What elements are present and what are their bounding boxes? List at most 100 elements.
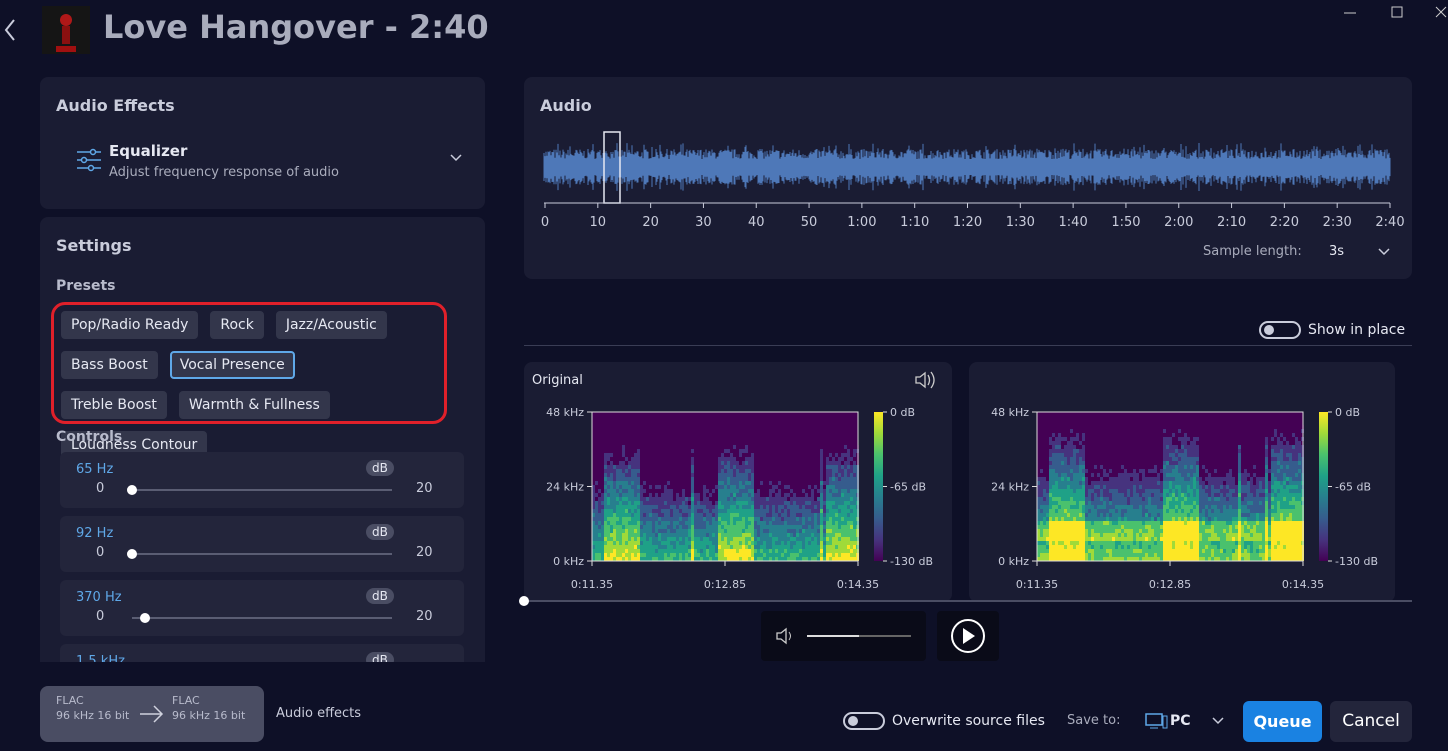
spectrogram-cell	[631, 549, 634, 553]
spectrogram-cell	[1187, 449, 1190, 453]
spectrogram-cell	[1181, 445, 1184, 449]
spectrogram-cell	[730, 549, 733, 553]
spectrogram-cell	[1211, 513, 1214, 517]
spectrogram-cell	[697, 517, 700, 521]
spectrogram-cell	[607, 477, 610, 481]
spectrogram-cell	[1064, 497, 1067, 501]
spectrogram-cell	[1193, 489, 1196, 493]
spectrogram-cell	[1085, 465, 1088, 469]
spectrogram-cell	[1037, 489, 1040, 493]
spectrogram-cell	[604, 461, 607, 465]
spectrogram-cell	[739, 477, 742, 481]
spectrogram-cell	[1130, 553, 1133, 557]
spectrogram-cell	[637, 493, 640, 497]
spectrogram-cell	[631, 541, 634, 545]
controls-label: Controls	[56, 429, 123, 445]
slider-min: 0	[96, 481, 105, 496]
spectrogram-cell	[1127, 513, 1130, 517]
spectrogram-cell	[835, 493, 838, 497]
playback-scrubber[interactable]	[516, 593, 1416, 609]
spectrogram-cell	[1097, 521, 1100, 525]
spectrogram-cell	[1196, 493, 1199, 497]
preset-chip[interactable]: Jazz/Acoustic	[275, 311, 387, 339]
slider[interactable]	[120, 610, 400, 626]
spectrogram-cell	[1229, 545, 1232, 549]
spectrogram-cell	[604, 545, 607, 549]
spectrogram-cell	[1181, 545, 1184, 549]
spectrogram-cell	[1118, 549, 1121, 553]
spectrogram-cell	[1049, 469, 1052, 473]
spectrogram-cell	[778, 541, 781, 545]
spectrogram-cell	[1040, 497, 1043, 501]
spectrogram-cell	[1076, 521, 1079, 525]
preset-chip[interactable]: Warmth & Fullness	[178, 391, 330, 419]
spectrogram-cell	[634, 541, 637, 545]
spectrogram-cell	[1160, 513, 1163, 517]
spectrogram-cell	[1193, 537, 1196, 541]
dropdown-chevron[interactable]	[449, 153, 463, 163]
spectrogram-cell	[1214, 525, 1217, 529]
spectrogram-cell	[1052, 445, 1055, 449]
spectrogram-cell	[1037, 525, 1040, 529]
save-to-value[interactable]: PC	[1170, 713, 1191, 729]
spectrogram-cell	[625, 521, 628, 525]
queue-button[interactable]: Queue	[1243, 701, 1322, 742]
preset-chip[interactable]: Bass Boost	[61, 351, 158, 379]
overwrite-toggle[interactable]	[843, 712, 885, 730]
preset-chip[interactable]: Treble Boost	[61, 391, 167, 419]
spectrogram-cell	[760, 517, 763, 521]
dropdown-chevron[interactable]	[1377, 247, 1391, 257]
spectrogram-cell	[640, 549, 643, 553]
sample-length-value[interactable]: 3s	[1329, 244, 1345, 259]
play-button[interactable]	[937, 611, 999, 661]
spectrogram-cell	[610, 457, 613, 461]
spectrogram-cell	[841, 457, 844, 461]
spectrogram-cell	[1259, 525, 1262, 529]
spectrogram-cell	[745, 541, 748, 545]
spectrogram-cell	[1229, 557, 1232, 561]
spectrogram-cell	[715, 505, 718, 509]
spectrogram-cell	[1064, 481, 1067, 485]
spectrogram-cell	[1226, 493, 1229, 497]
spectrogram-cell	[1175, 461, 1178, 465]
waveform[interactable]: 0 10 20 30 40 50 1:00 1:10 1:20 1:30 1:40 1:50 2:00 2…	[524, 127, 1412, 237]
spectrogram-cell	[697, 525, 700, 529]
spectrogram-cell	[1187, 557, 1190, 561]
spectrogram-cell	[646, 509, 649, 513]
slider[interactable]	[120, 546, 400, 562]
spectrogram-cell	[1142, 537, 1145, 541]
spectrogram-cell	[1190, 557, 1193, 561]
spectrogram-cell	[778, 501, 781, 505]
spectrogram-cell	[607, 517, 610, 521]
preset-chip[interactable]: Rock	[210, 311, 264, 339]
spectrogram-cell	[1178, 449, 1181, 453]
spectrogram-cell	[1160, 517, 1163, 521]
spectrogram-cell	[1181, 529, 1184, 533]
spectrogram-cell	[766, 477, 769, 481]
spectrogram-cell	[637, 517, 640, 521]
spectrogram-cell	[1283, 453, 1286, 457]
preset-chip[interactable]: Vocal Presence	[169, 351, 295, 379]
spectrogram-cell	[796, 501, 799, 505]
spectrogram-cell	[592, 517, 595, 521]
window-controls[interactable]	[1340, 0, 1448, 26]
spectrogram-cell	[1289, 445, 1292, 449]
spectrogram-cell	[1118, 505, 1121, 509]
show-in-place-toggle[interactable]	[1259, 321, 1301, 339]
cancel-button[interactable]: Cancel	[1330, 701, 1412, 742]
spectrogram-cell	[1085, 557, 1088, 561]
spectrogram-cell	[736, 493, 739, 497]
spectrogram-cell	[601, 489, 604, 493]
spectrogram-cell	[1118, 477, 1121, 481]
preset-chip[interactable]: Pop/Radio Ready	[61, 311, 199, 339]
spectrogram-cell	[1064, 477, 1067, 481]
spectrogram-cell	[640, 553, 643, 557]
dropdown-chevron[interactable]	[1211, 716, 1225, 726]
slider[interactable]	[120, 482, 400, 498]
spectrogram-cell	[1238, 517, 1241, 521]
spectrogram-cell	[1115, 489, 1118, 493]
spectrogram-cell	[1232, 517, 1235, 521]
back-button[interactable]	[0, 10, 20, 50]
volume-control[interactable]	[761, 611, 926, 661]
spectrogram-cell	[817, 537, 820, 541]
